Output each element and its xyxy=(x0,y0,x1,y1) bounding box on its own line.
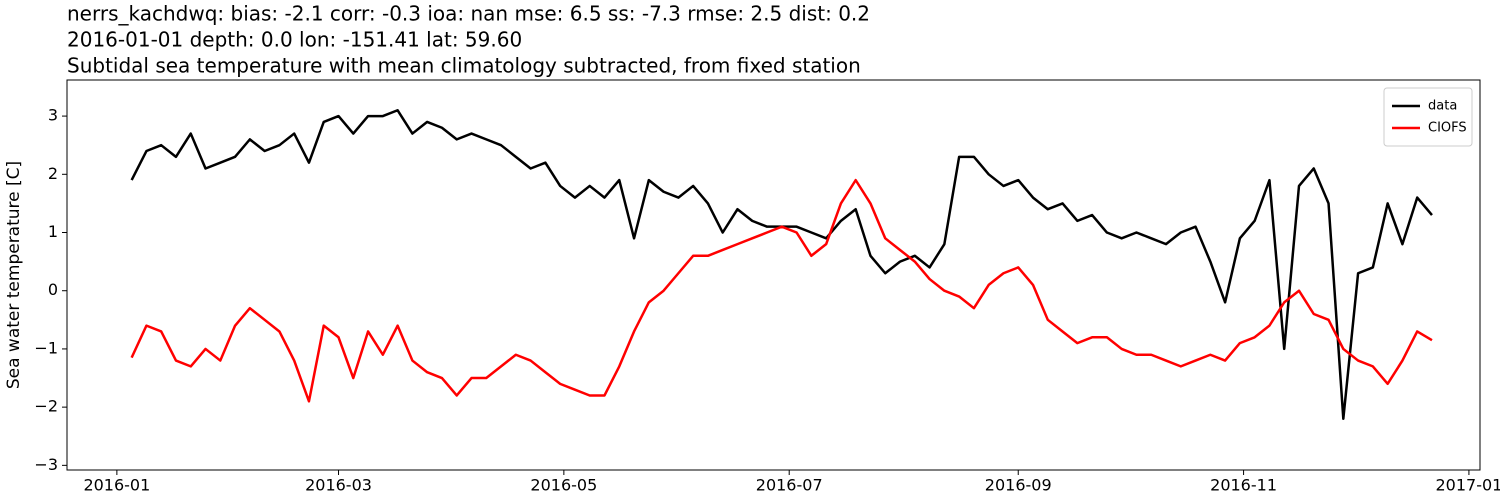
x-tick-label: 2016-05 xyxy=(530,476,597,495)
plot-frame xyxy=(66,79,1481,471)
y-tick-label: 1 xyxy=(48,222,58,241)
title-line: 2016-01-01 depth: 0.0 lon: -151.41 lat: … xyxy=(67,28,522,52)
y-tick-label: −2 xyxy=(34,397,58,416)
legend: data CIOFS xyxy=(1383,87,1473,147)
x-tick-label: 2016-09 xyxy=(985,476,1052,495)
y-tick-label: 0 xyxy=(48,280,58,299)
x-tick-label: 2016-07 xyxy=(756,476,823,495)
x-tick-label: 2016-11 xyxy=(1210,476,1277,495)
y-tick-label: 3 xyxy=(48,106,58,125)
legend-label: CIOFS xyxy=(1428,121,1467,136)
y-tick-label: −1 xyxy=(34,338,58,357)
title-line: nerrs_kachdwq: bias: -2.1 corr: -0.3 ioa… xyxy=(67,2,870,26)
legend-box xyxy=(1383,87,1473,147)
legend-label: data xyxy=(1428,99,1457,114)
y-tick-label: −3 xyxy=(34,455,58,474)
y-tick-label: 2 xyxy=(48,164,58,183)
x-tick-label: 2016-03 xyxy=(305,476,372,495)
data-line xyxy=(130,178,1433,403)
x-tick-label: 2016-01 xyxy=(83,476,150,495)
title-line: Subtidal sea temperature with mean clima… xyxy=(67,54,861,78)
data-line xyxy=(130,109,1433,421)
x-tick-label: 2017-01 xyxy=(1435,476,1500,495)
y-axis-label: Sea water temperature [C] xyxy=(4,161,24,389)
